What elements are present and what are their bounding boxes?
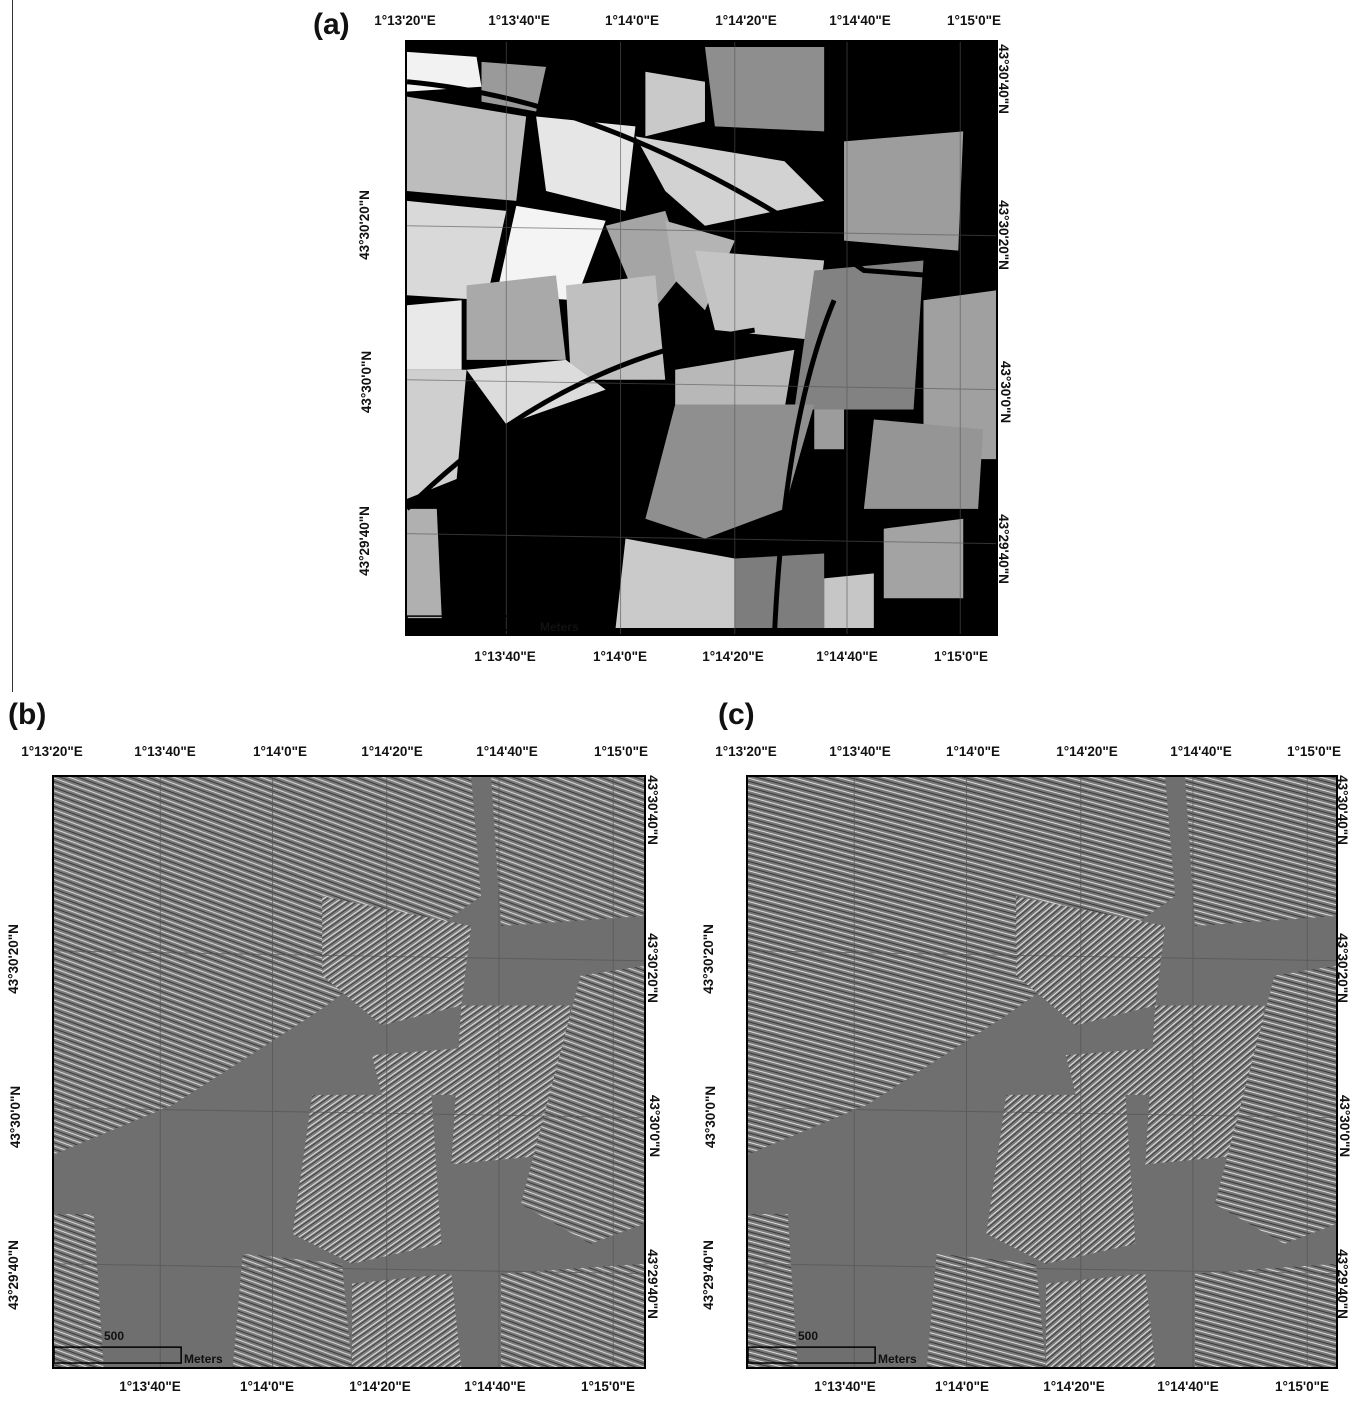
panel-a-bottom-tick: 1°15'0"E — [933, 649, 989, 664]
panel-a-left-tick: 43°30'20"N — [356, 190, 372, 260]
panel-b-texture-map: (b) 1°13'20"E 1°13'40"E 1°14'0"E 1°14'20… — [0, 695, 690, 1403]
panel-c-bottom-tick: 1°15'0"E — [1274, 1379, 1330, 1394]
panel-c-top-tick: 1°15'0"E — [1286, 744, 1342, 759]
panel-b-bottom-tick: 1°13'40"E — [119, 1379, 181, 1394]
panel-a-top-tick: 1°14'40"E — [829, 13, 891, 28]
left-margin-rule — [12, 0, 13, 692]
panel-a-label: (a) — [313, 8, 350, 41]
panel-c-right-tick: 43°30'0"N — [1337, 1094, 1353, 1158]
panel-c-map-svg — [748, 777, 1336, 1367]
panel-b-top-tick: 1°14'20"E — [361, 744, 423, 759]
panel-a-bottom-tick: 1°14'40"E — [816, 649, 878, 664]
panel-b-map-image — [52, 775, 646, 1369]
panel-b-scale-value: 500 — [104, 1329, 125, 1343]
panel-a-bottom-tick: 1°14'20"E — [702, 649, 764, 664]
panel-b-top-tick: 1°15'0"E — [593, 744, 649, 759]
panel-c-bottom-tick: 1°14'0"E — [934, 1379, 990, 1394]
panel-a-top-tick: 1°14'0"E — [604, 13, 660, 28]
panel-a-top-tick: 1°13'20"E — [374, 13, 436, 28]
panel-b-left-tick: 43°30'20"N — [5, 924, 21, 994]
panel-c-bottom-tick: 1°13'40"E — [814, 1379, 876, 1394]
panel-b-top-tick: 1°14'0"E — [252, 744, 308, 759]
panel-a-map-image — [405, 40, 998, 636]
panel-a-bottom-tick: 1°14'0"E — [592, 649, 648, 664]
panel-b-label: (b) — [8, 698, 47, 731]
panel-c-scale-unit: Meters — [878, 1352, 917, 1366]
panel-b-bottom-tick: 1°15'0"E — [580, 1379, 636, 1394]
panel-c-bottom-tick: 1°14'20"E — [1043, 1379, 1105, 1394]
panel-a-map-svg — [407, 42, 996, 634]
panel-b-scale-unit: Meters — [184, 1352, 223, 1366]
panel-a-right-tick: 43°29'40"N — [995, 514, 1011, 584]
panel-a-left-tick: 43°30'0"N — [359, 350, 375, 414]
panel-b-map-svg — [54, 777, 644, 1367]
panel-b-left-tick: 43°30'0"N — [8, 1085, 24, 1149]
panel-a-right-tick: 43°30'0"N — [998, 360, 1014, 424]
panel-b-bottom-tick: 1°14'20"E — [349, 1379, 411, 1394]
panel-c-left-tick: 43°30'0"N — [703, 1085, 719, 1149]
panel-b-right-tick: 43°29'40"N — [644, 1249, 660, 1319]
panel-c-top-tick: 1°14'40"E — [1170, 744, 1232, 759]
panel-a-left-tick: 43°29'40"N — [356, 506, 372, 576]
panel-b-right-tick: 43°30'40"N — [644, 775, 660, 845]
panel-c-top-tick: 1°14'20"E — [1056, 744, 1118, 759]
panel-b-right-tick: 43°30'0"N — [647, 1094, 663, 1158]
panel-a-bottom-tick: 1°13'40"E — [474, 649, 536, 664]
panel-c-label: (c) — [718, 698, 755, 731]
panel-c-map-image — [746, 775, 1338, 1369]
panel-c-top-tick: 1°13'40"E — [829, 744, 891, 759]
panel-c-scale-value: 500 — [798, 1329, 819, 1343]
panel-c-left-tick: 43°29'40"N — [700, 1240, 716, 1310]
panel-c-texture-map: (c) 1°13'20"E 1°13'40"E 1°14'0"E 1°14'20… — [690, 695, 1370, 1403]
panel-a-scale-unit: Meters — [540, 620, 579, 634]
panel-a-top-tick: 1°13'40"E — [488, 13, 550, 28]
panel-c-top-tick: 1°13'20"E — [715, 744, 777, 759]
panel-b-top-tick: 1°13'20"E — [21, 744, 83, 759]
panel-c-bottom-tick: 1°14'40"E — [1157, 1379, 1219, 1394]
panel-c-left-tick: 43°30'20"N — [700, 924, 716, 994]
panel-b-top-tick: 1°14'40"E — [476, 744, 538, 759]
panel-b-bottom-tick: 1°14'0"E — [239, 1379, 295, 1394]
panel-c-top-tick: 1°14'0"E — [945, 744, 1001, 759]
panel-a-intensity-map: (a) 1°13'20"E 1°13'40"E 1°14'0"E 1°14'20… — [0, 0, 1370, 700]
panel-b-bottom-tick: 1°14'40"E — [464, 1379, 526, 1394]
panel-a-top-tick: 1°15'0"E — [946, 13, 1002, 28]
panel-a-right-tick: 43°30'40"N — [995, 44, 1011, 114]
panel-b-left-tick: 43°29'40"N — [5, 1240, 21, 1310]
panel-b-right-tick: 43°30'20"N — [644, 933, 660, 1003]
panel-b-top-tick: 1°13'40"E — [134, 744, 196, 759]
panel-a-right-tick: 43°30'20"N — [995, 200, 1011, 270]
panel-a-top-tick: 1°14'20"E — [715, 13, 777, 28]
